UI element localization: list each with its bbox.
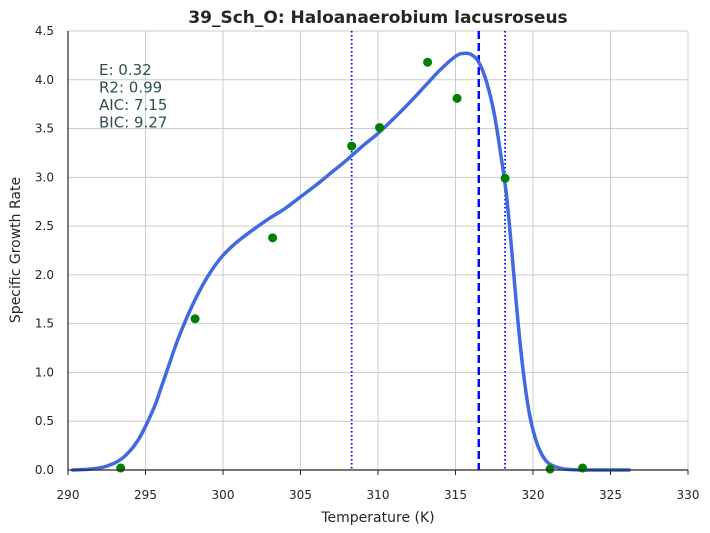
y-tick-label: 4.0 xyxy=(35,73,54,87)
y-tick-label: 2.0 xyxy=(35,268,54,282)
y-tick-label: 3.0 xyxy=(35,170,54,184)
axes xyxy=(67,31,689,475)
x-tick-label: 315 xyxy=(444,488,467,502)
y-tick-labels: 0.0 0.5 1.0 1.5 2.0 2.5 3.0 3.5 4.0 4.5 xyxy=(35,24,54,477)
data-point xyxy=(116,463,126,473)
x-tick-label: 310 xyxy=(367,488,390,502)
y-tick-label: 0.0 xyxy=(35,463,54,477)
x-tick-label: 320 xyxy=(522,488,545,502)
data-point xyxy=(423,57,433,67)
x-tick-label: 330 xyxy=(677,488,700,502)
y-tick-label: 0.5 xyxy=(35,414,54,428)
reference-lines xyxy=(350,31,507,470)
x-tick-label: 295 xyxy=(134,488,157,502)
data-point xyxy=(500,173,510,183)
data-point xyxy=(545,464,555,474)
x-tick-label: 290 xyxy=(57,488,80,502)
data-point xyxy=(578,463,588,473)
y-tick-label: 2.5 xyxy=(35,219,54,233)
stat-line: AIC: 7.15 xyxy=(99,96,167,114)
x-axis-title: Temperature (K) xyxy=(320,510,434,526)
y-tick-label: 3.5 xyxy=(35,122,54,136)
data-point xyxy=(190,314,200,324)
y-tick-label: 4.5 xyxy=(35,24,54,38)
x-tick-labels: 290 295 300 305 310 315 320 325 330 xyxy=(57,488,700,502)
data-point xyxy=(347,141,357,151)
stat-line: BIC: 9.27 xyxy=(99,114,167,132)
data-point xyxy=(268,233,278,243)
fit-curve xyxy=(70,51,631,472)
stat-line: R2: 0.99 xyxy=(99,79,162,97)
stat-line: E: 0.32 xyxy=(99,61,152,79)
data-point xyxy=(452,93,462,103)
x-tick-label: 305 xyxy=(289,488,312,502)
y-tick-label: 1.5 xyxy=(35,317,54,331)
x-tick-label: 300 xyxy=(212,488,235,502)
fit-curve-layer xyxy=(70,51,631,472)
data-point xyxy=(375,123,385,133)
y-axis-title: Specific Growth Rate xyxy=(8,177,24,323)
y-tick-label: 1.0 xyxy=(35,365,54,379)
x-tick-label: 325 xyxy=(599,488,622,502)
chart-title: 39_Sch_O: Haloanaerobium lacusroseus xyxy=(188,8,567,28)
